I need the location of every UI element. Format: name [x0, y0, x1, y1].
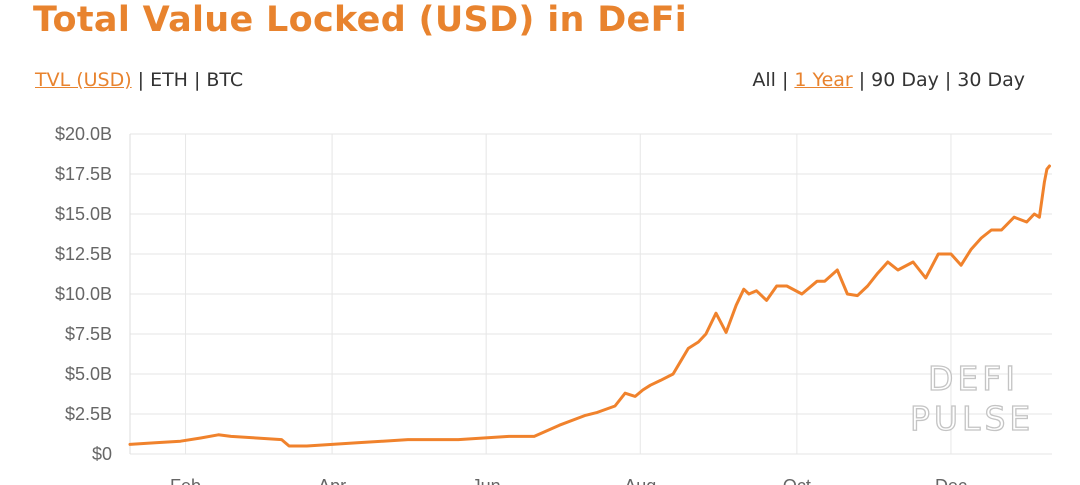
- x-tick-label: Jun: [472, 476, 501, 485]
- tab-separator: |: [193, 69, 201, 91]
- tab-separator: |: [858, 69, 866, 91]
- y-tick-label: $7.5B: [65, 324, 112, 344]
- y-tick-label: $20.0B: [55, 124, 112, 144]
- y-tick-label: $2.5B: [65, 404, 112, 424]
- tab-range-all[interactable]: All: [752, 69, 776, 91]
- y-tick-label: $0: [92, 444, 112, 464]
- tab-range-30-day[interactable]: 30 Day: [957, 69, 1025, 91]
- y-tick-label: $5.0B: [65, 364, 112, 384]
- tab-separator: |: [944, 69, 952, 91]
- range-tabs: All | 1 Year | 90 Day | 30 Day: [752, 69, 1025, 91]
- x-axis-ticks: Feb Apr Jun Aug Oct Dec: [170, 476, 967, 485]
- tab-btc[interactable]: BTC: [206, 69, 244, 91]
- x-tick-label: Dec: [935, 476, 967, 485]
- y-tick-label: $10.0B: [55, 284, 112, 304]
- tab-range-1-year[interactable]: 1 Year: [794, 69, 853, 91]
- x-tick-label: Feb: [170, 476, 201, 485]
- x-tick-label: Oct: [783, 476, 811, 485]
- watermark-line-2: PULSE: [910, 399, 1034, 438]
- x-tick-label: Apr: [318, 476, 346, 485]
- y-gridlines: [130, 133, 1052, 455]
- chart-title: Total Value Locked (USD) in DeFi: [33, 0, 688, 40]
- watermark: DEFI PULSE: [909, 358, 1034, 438]
- tab-eth[interactable]: ETH: [150, 69, 188, 91]
- x-gridlines: [129, 134, 952, 454]
- tab-separator: |: [781, 69, 789, 91]
- tab-range-90-day[interactable]: 90 Day: [871, 69, 939, 91]
- unit-tabs: TVL (USD) | ETH | BTC: [35, 69, 243, 91]
- y-tick-label: $17.5B: [55, 164, 112, 184]
- x-tick-label: Aug: [624, 476, 656, 485]
- y-axis-ticks: $0 $2.5B $5.0B $7.5B $10.0B $12.5B $15.0B $17.5…: [55, 124, 112, 464]
- y-tick-label: $12.5B: [55, 244, 112, 264]
- tab-tvl-usd[interactable]: TVL (USD): [35, 69, 132, 91]
- tab-separator: |: [137, 69, 145, 91]
- series-line: [128, 164, 1051, 448]
- watermark-line-1: DEFI: [928, 359, 1019, 398]
- y-tick-label: $15.0B: [55, 204, 112, 224]
